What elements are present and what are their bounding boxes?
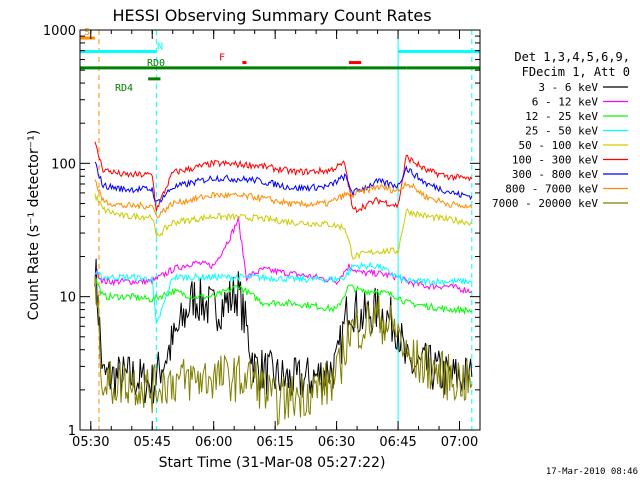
legend-entry-3: 25 - 50 keV (525, 125, 598, 138)
legend-entry-8: 7000 - 20000 keV (492, 197, 598, 210)
series-line-2 (94, 277, 473, 316)
y-tick-label-2: 100 (51, 157, 76, 172)
series-line-8 (94, 276, 473, 426)
axes: 1 10 100 1000 05:30 05:45 06:00 06:15 06:30 06:45… (43, 24, 481, 450)
series-line-1 (94, 216, 473, 294)
legend-entry-6: 300 - 800 keV (512, 168, 598, 181)
plot-area: S N F RD0 RD4 (79, 27, 480, 430)
x-axis-label: Start Time (31-Mar-08 05:27:22) (159, 455, 386, 471)
series-line-7 (94, 179, 473, 219)
x-tick-label-2: 06:00 (195, 435, 232, 450)
x-tick-label-5: 06:45 (379, 435, 416, 450)
status-bar-label-n: N (157, 41, 163, 52)
legend-entry-4: 50 - 100 keV (519, 139, 599, 152)
legend-header-line-1: Det 1,3,4,5,6,9, (514, 50, 630, 64)
legend-entry-5: 100 - 300 keV (512, 154, 598, 167)
legend-header-line-2: FDecim 1, Att 0 (522, 65, 630, 79)
legend-entry-7: 800 - 7000 keV (505, 183, 598, 196)
x-tick-label-1: 05:45 (134, 435, 171, 450)
series-line-3 (94, 261, 472, 324)
x-tick-label-6: 07:00 (441, 435, 478, 450)
series-line-6 (94, 161, 473, 203)
x-tick-label-4: 06:30 (318, 435, 355, 450)
legend-entry-1: 6 - 12 keV (532, 96, 599, 109)
y-tick-label-3: 1000 (43, 24, 76, 39)
y-axis-label: Count Rate (s⁻¹ detector⁻¹) (26, 130, 42, 320)
series-line-4 (94, 193, 472, 260)
status-bar-label-f: F (219, 53, 225, 64)
status-bar-label-rd0: RD0 (147, 58, 165, 69)
chart-title: HESSI Observing Summary Count Rates (112, 6, 431, 25)
status-bar-label-s: S (84, 27, 90, 38)
status-bar-label-rd4: RD4 (115, 83, 133, 94)
y-tick-label-0: 1 (68, 424, 76, 439)
legend-entry-2: 12 - 25 keV (525, 110, 598, 123)
legend-entry-0: 3 - 6 keV (538, 81, 598, 94)
y-tick-label-1: 10 (59, 291, 76, 306)
footer-timestamp: 17-Mar-2010 08:46 (546, 467, 638, 477)
legend: Det 1,3,4,5,6,9, FDecim 1, Att 0 3 - 6 k… (492, 50, 630, 210)
x-tick-label-3: 06:15 (256, 435, 293, 450)
plot-frame (79, 29, 481, 431)
x-tick-label-0: 05:30 (72, 435, 109, 450)
series-line-5 (94, 141, 473, 214)
